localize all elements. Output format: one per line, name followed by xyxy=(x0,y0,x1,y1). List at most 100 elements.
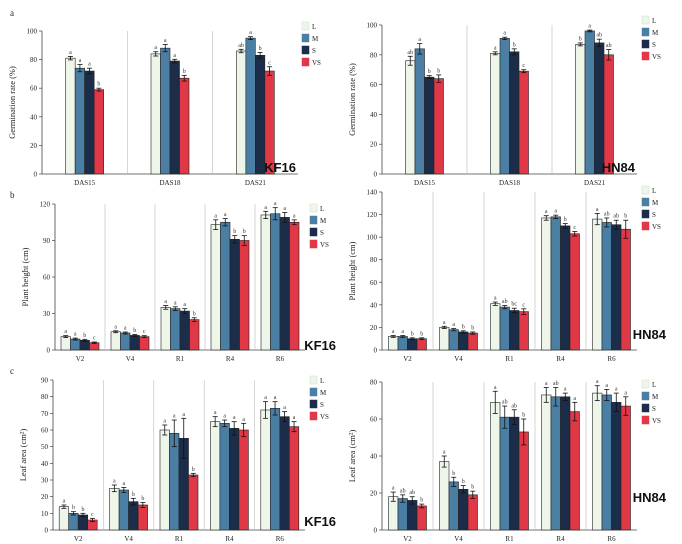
significance-letter: a xyxy=(494,296,497,302)
significance-letter: c xyxy=(522,63,525,69)
significance-letter: a xyxy=(264,395,267,401)
significance-letter: b xyxy=(81,507,84,513)
legend-label-m: M xyxy=(312,35,319,43)
variety-label: KF16 xyxy=(264,160,296,175)
y-tick-label: 60 xyxy=(370,279,378,287)
bar-vs xyxy=(518,70,529,175)
bar-s xyxy=(129,335,140,351)
x-tick-label: V2 xyxy=(403,535,412,543)
x-tick-label: DAS18 xyxy=(499,179,521,187)
y-tick-label: 80 xyxy=(370,256,378,264)
bar-m xyxy=(269,408,281,531)
significance-letter: a xyxy=(264,205,267,211)
legend-swatch-l xyxy=(641,15,650,25)
bar-s xyxy=(560,225,571,351)
bar-m xyxy=(118,489,129,531)
y-tick-label: 40 xyxy=(370,111,378,119)
legend-swatch-s xyxy=(301,45,310,55)
legend-swatch-s xyxy=(309,227,318,237)
bar-s xyxy=(84,70,95,175)
bar-vs xyxy=(189,319,200,351)
significance-letter: a xyxy=(64,329,67,335)
legend-label-vs: VS xyxy=(652,417,661,425)
legend-label-m: M xyxy=(652,393,659,401)
x-tick-label: V2 xyxy=(74,535,83,543)
panel-label-c: c xyxy=(10,366,14,376)
bar-m xyxy=(245,37,256,175)
y-tick-label: 50 xyxy=(41,443,49,451)
significance-letter: b xyxy=(462,479,465,485)
significance-letter: b xyxy=(243,229,246,235)
y-tick-label: 120 xyxy=(40,201,51,209)
y-tick-label: 20 xyxy=(370,490,378,498)
significance-letter: ab xyxy=(409,490,415,496)
legend-swatch-s xyxy=(641,39,650,49)
significance-letter: a xyxy=(242,417,245,423)
legend-label-l: L xyxy=(652,17,656,25)
significance-letter: a xyxy=(503,31,506,37)
x-tick-label: R1 xyxy=(176,355,185,363)
significance-letter: a xyxy=(392,486,395,492)
legend-swatch-vs xyxy=(641,221,650,231)
bar-s xyxy=(509,51,520,175)
significance-letter: a xyxy=(113,479,116,485)
significance-letter: b xyxy=(183,69,186,75)
bar-vs xyxy=(288,426,300,531)
bar-l xyxy=(439,461,450,531)
y-tick-label: 90 xyxy=(43,237,51,245)
bar-s xyxy=(79,339,90,351)
bar-m xyxy=(397,336,408,351)
significance-letter: a xyxy=(224,212,227,218)
legend-swatch-l xyxy=(309,203,318,213)
significance-letter: a xyxy=(494,385,497,391)
legend-swatch-l xyxy=(641,379,650,389)
bar-m xyxy=(499,306,510,351)
significance-letter: b xyxy=(97,82,100,88)
y-tick-label: 0 xyxy=(374,171,378,179)
y-tick-label: 40 xyxy=(30,113,38,121)
significance-letter: a xyxy=(164,299,167,305)
significance-letter: a xyxy=(214,410,217,416)
variety-label: KF16 xyxy=(304,338,336,353)
significance-letter: b xyxy=(193,311,196,317)
legend-swatch-vs xyxy=(309,239,318,249)
bar-l xyxy=(439,327,450,351)
y-tick-label: 140 xyxy=(367,189,378,197)
x-tick-label: DAS15 xyxy=(414,179,436,187)
significance-letter: b xyxy=(192,467,195,473)
legend-swatch-s xyxy=(641,403,650,413)
legend-label-m: M xyxy=(320,389,327,397)
significance-letter: a xyxy=(283,206,286,212)
bar-vs xyxy=(239,240,250,351)
y-axis-label: Germination rate (%) xyxy=(7,66,17,139)
y-tick-label: 20 xyxy=(41,493,49,501)
legend-label-s: S xyxy=(320,401,324,409)
significance-letter: a xyxy=(223,414,226,420)
significance-letter: a xyxy=(164,38,167,44)
legend-label-l: L xyxy=(320,205,324,213)
y-tick-label: 0 xyxy=(374,347,378,355)
bar-m xyxy=(499,416,510,531)
bar-l xyxy=(541,217,552,351)
bar-s xyxy=(407,500,418,531)
bar-m xyxy=(397,498,408,531)
significance-letter: a xyxy=(154,45,157,51)
significance-letter: ab xyxy=(502,400,508,406)
x-tick-label: R1 xyxy=(175,535,184,543)
legend-label-vs: VS xyxy=(320,413,329,421)
y-tick-label: 90 xyxy=(41,377,49,385)
bar-vs xyxy=(569,233,580,351)
bar-vs xyxy=(238,429,249,531)
legend-swatch-m xyxy=(641,197,650,207)
significance-letter: b xyxy=(624,214,627,220)
bar-l xyxy=(210,224,221,351)
significance-letter: bc xyxy=(511,302,517,308)
x-tick-label: DAS15 xyxy=(74,179,96,187)
legend-swatch-vs xyxy=(641,415,650,425)
significance-letter: b xyxy=(471,325,474,331)
significance-letter: b xyxy=(437,68,440,74)
significance-letter: b xyxy=(420,498,423,504)
